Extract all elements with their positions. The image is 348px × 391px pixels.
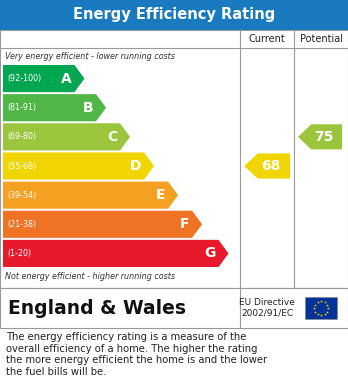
Polygon shape bbox=[3, 65, 85, 92]
Polygon shape bbox=[3, 240, 229, 267]
Text: (55-68): (55-68) bbox=[7, 161, 36, 170]
Text: EU Directive
2002/91/EC: EU Directive 2002/91/EC bbox=[239, 298, 295, 318]
Text: Energy Efficiency Rating: Energy Efficiency Rating bbox=[73, 7, 275, 23]
Polygon shape bbox=[298, 124, 342, 149]
Text: B: B bbox=[82, 101, 93, 115]
Bar bbox=[305, 297, 337, 319]
Polygon shape bbox=[3, 211, 202, 238]
Text: C: C bbox=[107, 130, 117, 144]
Text: Potential: Potential bbox=[300, 34, 342, 44]
Text: Not energy efficient - higher running costs: Not energy efficient - higher running co… bbox=[5, 272, 175, 281]
Text: (69-80): (69-80) bbox=[7, 133, 36, 142]
Text: (81-91): (81-91) bbox=[7, 103, 36, 112]
Text: G: G bbox=[204, 246, 215, 260]
Text: F: F bbox=[180, 217, 189, 231]
Text: England & Wales: England & Wales bbox=[8, 298, 186, 317]
Text: (92-100): (92-100) bbox=[7, 74, 41, 83]
Bar bbox=[0, 30, 348, 288]
Bar bbox=[0, 288, 348, 328]
Polygon shape bbox=[3, 181, 178, 209]
Text: Current: Current bbox=[249, 34, 285, 44]
Text: 68: 68 bbox=[261, 159, 281, 173]
Text: Very energy efficient - lower running costs: Very energy efficient - lower running co… bbox=[5, 52, 175, 61]
Polygon shape bbox=[3, 123, 130, 151]
Text: E: E bbox=[156, 188, 165, 202]
Polygon shape bbox=[3, 152, 154, 179]
Text: 75: 75 bbox=[314, 130, 334, 144]
Text: The energy efficiency rating is a measure of the
overall efficiency of a home. T: The energy efficiency rating is a measur… bbox=[6, 332, 267, 377]
Text: (1-20): (1-20) bbox=[7, 249, 31, 258]
Text: (39-54): (39-54) bbox=[7, 191, 36, 200]
Text: (21-38): (21-38) bbox=[7, 220, 36, 229]
Polygon shape bbox=[3, 94, 106, 121]
Polygon shape bbox=[244, 153, 290, 179]
Text: D: D bbox=[129, 159, 141, 173]
Text: A: A bbox=[61, 72, 71, 86]
Bar bbox=[0, 0, 348, 30]
